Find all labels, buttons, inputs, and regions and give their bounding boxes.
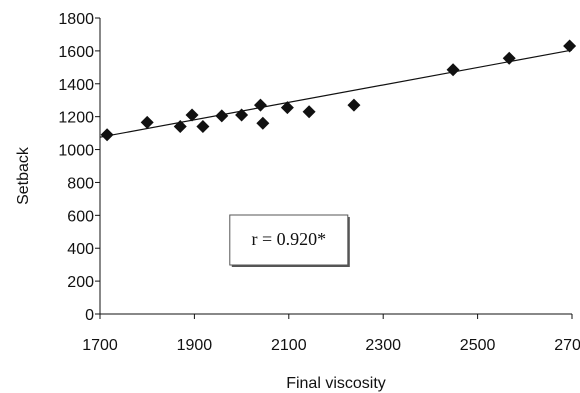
data-point bbox=[140, 115, 154, 129]
y-tick-label: 1000 bbox=[58, 143, 94, 160]
y-tick-label: 1600 bbox=[58, 44, 94, 61]
x-tick-label: 2500 bbox=[460, 337, 496, 354]
data-point bbox=[256, 116, 270, 130]
y-tick-label: 0 bbox=[85, 307, 94, 324]
y-tick-label: 200 bbox=[67, 274, 94, 291]
data-point bbox=[302, 105, 316, 119]
data-point bbox=[173, 120, 187, 134]
x-tick-label: 1700 bbox=[82, 337, 118, 354]
data-point bbox=[215, 109, 229, 123]
data-point bbox=[563, 39, 577, 53]
data-point bbox=[196, 120, 210, 134]
data-point bbox=[502, 51, 516, 65]
x-tick-label: 1900 bbox=[177, 337, 213, 354]
data-point bbox=[100, 128, 114, 142]
data-point bbox=[280, 101, 294, 115]
data-point bbox=[446, 63, 460, 77]
data-point bbox=[185, 108, 199, 122]
y-tick-label: 800 bbox=[67, 175, 94, 192]
x-tick-label: 2100 bbox=[271, 337, 307, 354]
data-point bbox=[253, 98, 267, 112]
trend-line bbox=[99, 49, 573, 138]
data-point bbox=[235, 108, 249, 122]
correlation-annotation: r = 0.920* bbox=[229, 214, 350, 267]
y-tick-label: 1800 bbox=[58, 11, 94, 28]
annotation-box bbox=[229, 214, 349, 266]
y-ticks: 0 200 400 600 800 1000 1200 1400 1600 1800 bbox=[58, 11, 100, 324]
data-point bbox=[347, 98, 361, 112]
x-tick-label: 2300 bbox=[365, 337, 401, 354]
data-points bbox=[100, 39, 577, 142]
y-tick-label: 400 bbox=[67, 241, 94, 258]
y-axis-title: Setback bbox=[15, 146, 32, 205]
y-tick-label: 1400 bbox=[58, 77, 94, 94]
x-axis-title: Final viscosity bbox=[286, 375, 386, 392]
axes bbox=[99, 18, 572, 315]
y-tick-label: 600 bbox=[67, 208, 94, 225]
y-tick-label: 1200 bbox=[58, 110, 94, 127]
annotation-text: r = 0.920* bbox=[251, 229, 326, 249]
